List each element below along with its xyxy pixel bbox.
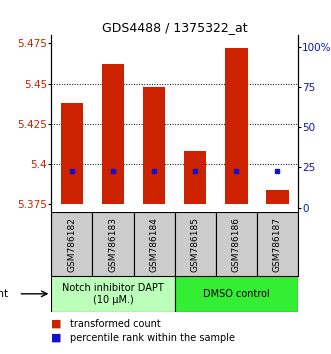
Text: GSM786182: GSM786182	[67, 217, 76, 272]
Text: agent: agent	[0, 289, 8, 299]
Text: transformed count: transformed count	[70, 319, 160, 329]
Text: Notch inhibitor DAPT
(10 μM.): Notch inhibitor DAPT (10 μM.)	[62, 283, 164, 305]
Text: GSM786183: GSM786183	[109, 217, 118, 272]
Bar	[216, 212, 257, 276]
Bar	[225, 48, 248, 204]
Bar	[257, 212, 298, 276]
Bar	[102, 64, 124, 204]
Bar	[266, 190, 289, 204]
Bar	[51, 212, 92, 276]
Bar	[92, 212, 133, 276]
Bar	[175, 276, 298, 312]
Bar	[61, 103, 83, 204]
Bar	[133, 212, 175, 276]
Text: DMSO control: DMSO control	[203, 289, 270, 299]
Text: percentile rank within the sample: percentile rank within the sample	[70, 333, 234, 343]
Text: GSM786187: GSM786187	[273, 217, 282, 272]
Text: GSM786186: GSM786186	[232, 217, 241, 272]
Text: GSM786185: GSM786185	[191, 217, 200, 272]
Bar	[143, 87, 166, 204]
Text: ■: ■	[51, 333, 62, 343]
Text: GSM786184: GSM786184	[150, 217, 159, 272]
Bar	[175, 212, 216, 276]
Text: ■: ■	[51, 319, 62, 329]
Bar	[184, 151, 207, 204]
Title: GDS4488 / 1375322_at: GDS4488 / 1375322_at	[102, 21, 247, 34]
Bar	[51, 276, 175, 312]
